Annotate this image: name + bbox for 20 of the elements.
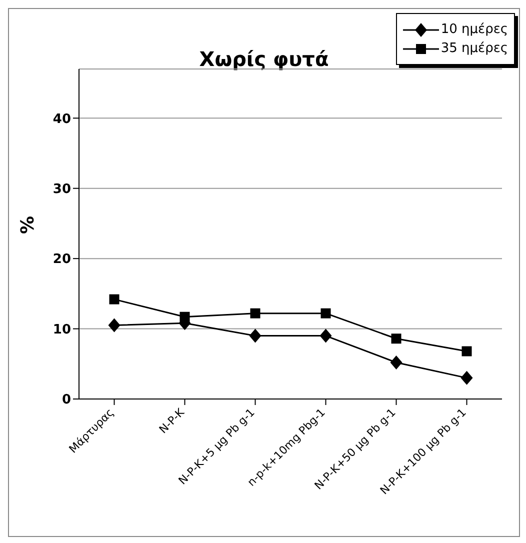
point [250, 308, 260, 318]
y-tick-label: 30 [52, 182, 71, 197]
chart-title: Χωρίς φυτά [199, 47, 329, 71]
y-tick-label: 40 [52, 112, 71, 127]
point [462, 346, 472, 356]
point [108, 318, 120, 332]
y-tick-label: 0 [62, 392, 71, 408]
point [390, 355, 402, 370]
point [180, 312, 190, 322]
point [460, 370, 473, 385]
y-tick-label: 10 [52, 322, 71, 338]
legend-label: 10 ημέρες [440, 22, 508, 37]
point [249, 328, 262, 343]
point [109, 294, 120, 304]
legend-label: 35 ημέρες [440, 41, 508, 56]
y-tick-label: 20 [52, 252, 71, 268]
point [320, 328, 332, 343]
y-axis-title: % [17, 216, 38, 234]
point [391, 334, 402, 344]
point [320, 308, 331, 318]
